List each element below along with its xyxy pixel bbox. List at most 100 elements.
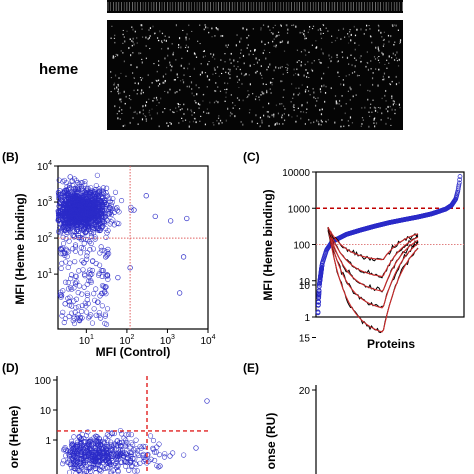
blot-spot: [187, 46, 189, 49]
blot-spot: [396, 60, 399, 62]
blot-spot: [261, 91, 263, 93]
blot-spot: [260, 29, 262, 31]
blot-spot: [193, 112, 195, 114]
blot-spot: [266, 68, 268, 71]
blot-spot: [249, 50, 252, 52]
blot-spot: [248, 53, 250, 56]
blot-spot: [181, 108, 183, 110]
blot-spot: [295, 25, 297, 28]
blot-spot: [387, 110, 389, 113]
blot-spot: [136, 66, 138, 69]
scatter-point: [72, 248, 79, 254]
blot-spot: [113, 37, 116, 39]
blot-spot: [274, 24, 276, 26]
scatter-point: [99, 247, 105, 253]
scatter-point: [56, 177, 62, 183]
scatter-point: [61, 204, 67, 211]
blot-spot: [209, 101, 211, 104]
scatter-point: [80, 267, 86, 273]
blot-spot: [260, 65, 262, 67]
blot-spot: [132, 41, 134, 43]
scatter-point: [154, 444, 160, 450]
blot-spot: [193, 95, 195, 97]
scatter-point: [103, 204, 109, 210]
blot-spot: [234, 115, 236, 118]
scatter-point: [97, 262, 103, 268]
blot-spot: [377, 84, 379, 87]
scatter-point: [74, 227, 80, 233]
blot-spot: [255, 72, 257, 74]
blot-spot: [229, 68, 231, 71]
blot-spot: [293, 106, 295, 109]
blot-spot: [158, 64, 160, 67]
blot-spot: [245, 73, 247, 76]
blot-spot: [258, 96, 260, 98]
blot-spot: [281, 114, 283, 116]
scatter-point: [93, 225, 99, 232]
scatter-point: [95, 453, 101, 459]
scatter-point: [100, 450, 106, 457]
scatter-point: [85, 315, 92, 321]
blot-spot: [145, 118, 147, 120]
blot-spot: [378, 62, 381, 64]
scatter-point: [102, 465, 108, 471]
blot-spot: [282, 105, 285, 107]
scatter-point: [93, 439, 99, 445]
blot-spot: [122, 42, 124, 44]
scatter-point: [116, 450, 122, 456]
scatter-point: [63, 210, 69, 216]
scatter-point-outlier: [193, 445, 199, 451]
blot-spot: [371, 77, 374, 80]
blot-spot: [163, 82, 165, 84]
scatter-point: [65, 264, 71, 271]
blot-spot: [351, 64, 353, 67]
blot-spot: [334, 40, 337, 42]
blot-spot: [249, 64, 251, 67]
panel-c-xlabel: Proteins: [367, 337, 415, 351]
scatter-point: [106, 251, 112, 257]
blot-spot: [202, 94, 204, 96]
blot-spot: [114, 87, 116, 90]
scatter-point: [71, 186, 77, 192]
scatter-point: [79, 308, 85, 315]
scatter-point: [91, 192, 97, 198]
blot-spot: [399, 106, 401, 109]
scatter-point: [63, 453, 69, 459]
blot-spot: [273, 113, 275, 116]
blot-spot: [267, 66, 270, 68]
blot-spot: [125, 75, 127, 77]
scatter-point: [84, 256, 90, 262]
blot-spot: [183, 113, 185, 116]
scatter-point: [94, 172, 100, 178]
blot-spot: [167, 91, 169, 94]
blot-spot: [229, 114, 231, 117]
scatter-point: [90, 452, 96, 459]
scatter-point: [66, 227, 72, 233]
blot-spot: [296, 49, 299, 51]
blot-spot: [322, 32, 325, 34]
blot-spot: [313, 96, 315, 99]
scatter-point: [134, 451, 141, 457]
blot-spot: [190, 109, 192, 111]
blot-spot: [166, 66, 168, 69]
blot-spot: [393, 100, 395, 102]
blot-spot: [261, 119, 263, 122]
blot-spot: [392, 25, 394, 27]
blot-spot: [295, 87, 297, 89]
blot-spot: [202, 50, 205, 52]
blot-spot: [394, 41, 396, 43]
scatter-point: [75, 459, 81, 465]
blot-spot: [348, 31, 351, 33]
blot-spot: [201, 71, 203, 74]
scatter-point: [67, 191, 74, 197]
blot-spot: [173, 79, 175, 81]
blot-spot: [243, 75, 245, 77]
blot-spot: [133, 43, 135, 46]
blot-spot: [399, 41, 401, 43]
blot-spot: [141, 89, 143, 92]
blot-spot: [116, 113, 118, 115]
blot-spot: [225, 91, 227, 94]
scatter-point: [94, 299, 101, 305]
blot-spot: [293, 94, 295, 96]
blot-spot: [293, 109, 295, 111]
